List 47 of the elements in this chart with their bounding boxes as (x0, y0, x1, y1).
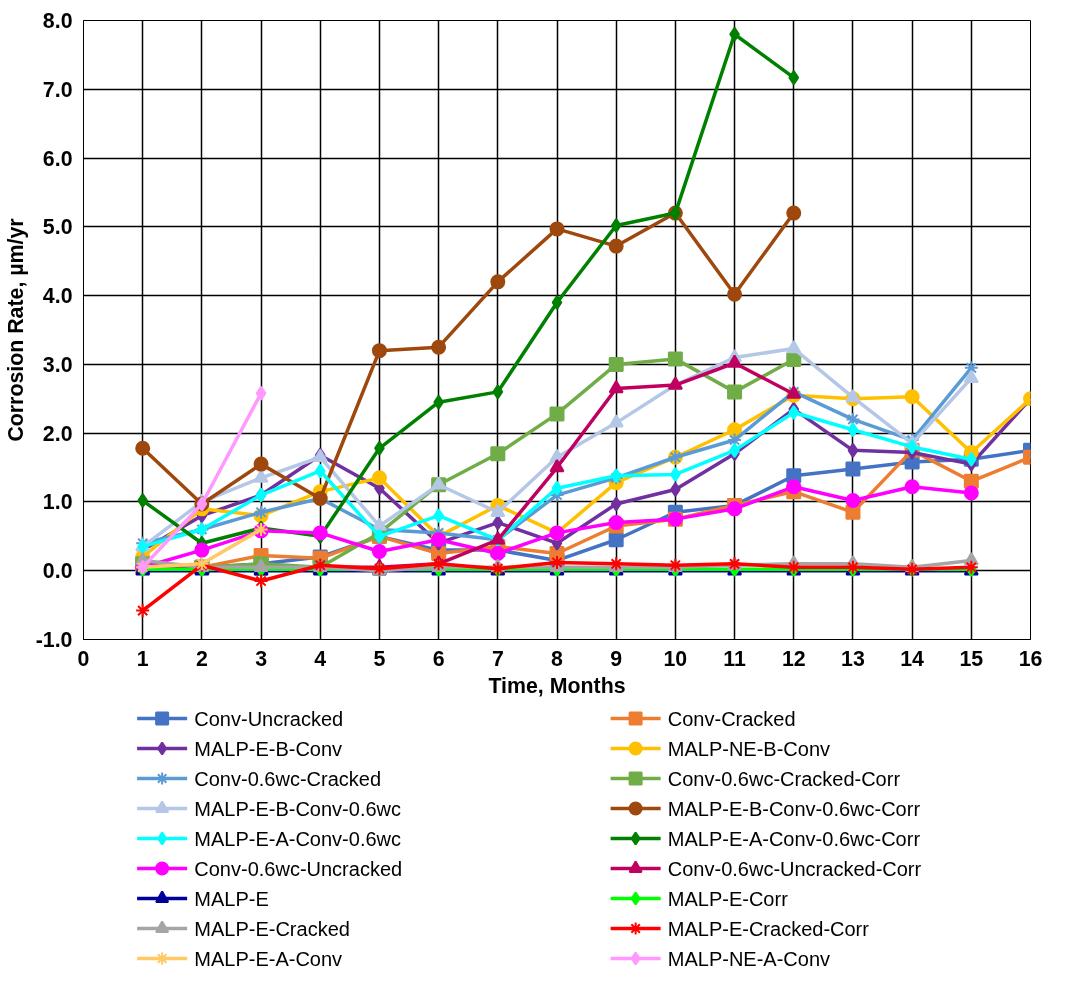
legend-label: MALP-E (194, 887, 269, 910)
y-tick-label: 1.0 (42, 490, 73, 515)
y-tick-label: 4.0 (42, 284, 73, 309)
x-tick-label: 9 (610, 646, 623, 671)
y-tick-label: -1.0 (35, 628, 73, 652)
y-tick-label: 0.0 (42, 559, 73, 584)
y-tick-label: 8.0 (42, 9, 73, 33)
x-tick-label: 0 (77, 646, 90, 671)
y-tick-label: 5.0 (42, 215, 73, 240)
y-tick-label: 2.0 (42, 421, 73, 446)
legend-label: MALP-NE-A-Conv (667, 947, 831, 970)
legend-label: Conv-0.6wc-Cracked-Corr (667, 767, 901, 790)
legend-label: MALP-E-Corr (667, 887, 789, 910)
legend-label: Conv-0.6wc-Uncracked-Corr (667, 857, 922, 880)
x-tick-label: 8 (551, 646, 564, 671)
legend-label: MALP-NE-B-Conv (667, 737, 831, 760)
x-tick-label: 4 (314, 646, 327, 671)
x-tick-label: 5 (373, 646, 386, 671)
legend-label: Conv-0.6wc-Uncracked (194, 857, 403, 880)
y-tick-label: 3.0 (42, 352, 73, 377)
x-tick-label: 6 (432, 646, 445, 671)
legend-label: Conv-Cracked (667, 707, 796, 730)
x-tick-label: 1 (136, 646, 149, 671)
legend-label: Conv-0.6wc-Cracked (194, 767, 382, 790)
x-tick-label: 15 (959, 646, 984, 671)
x-tick-label: 7 (491, 646, 504, 671)
y-tick-label: 7.0 (42, 77, 73, 102)
legend-label: MALP-E-Cracked (194, 917, 350, 940)
x-tick-label: 10 (663, 646, 688, 671)
legend-label: MALP-E-Cracked-Corr (667, 917, 870, 940)
y-axis-title: Corrosion Rate, µm/yr (3, 218, 28, 442)
x-tick-label: 2 (195, 646, 208, 671)
legend-label: MALP-E-A-Conv-0.6wc-Corr (667, 827, 921, 850)
x-tick-label: 14 (900, 646, 925, 671)
x-tick-label: 16 (1018, 646, 1043, 671)
x-tick-label: 13 (841, 646, 865, 671)
legend-label: MALP-E-B-Conv (194, 737, 343, 760)
y-tick-label: 6.0 (42, 146, 73, 171)
legend-label: MALP-E-A-Conv-0.6wc (194, 827, 401, 850)
x-axis-title: Time, Months (488, 673, 626, 698)
x-tick-label: 11 (723, 646, 746, 671)
legend-label: Conv-Uncracked (194, 707, 344, 730)
legend-label: MALP-E-B-Conv-0.6wc (194, 797, 401, 820)
x-tick-label: 3 (255, 646, 268, 671)
legend-label: MALP-E-A-Conv (194, 947, 343, 970)
legend-label: MALP-E-B-Conv-0.6wc-Corr (667, 797, 921, 820)
x-tick-label: 12 (781, 646, 806, 671)
